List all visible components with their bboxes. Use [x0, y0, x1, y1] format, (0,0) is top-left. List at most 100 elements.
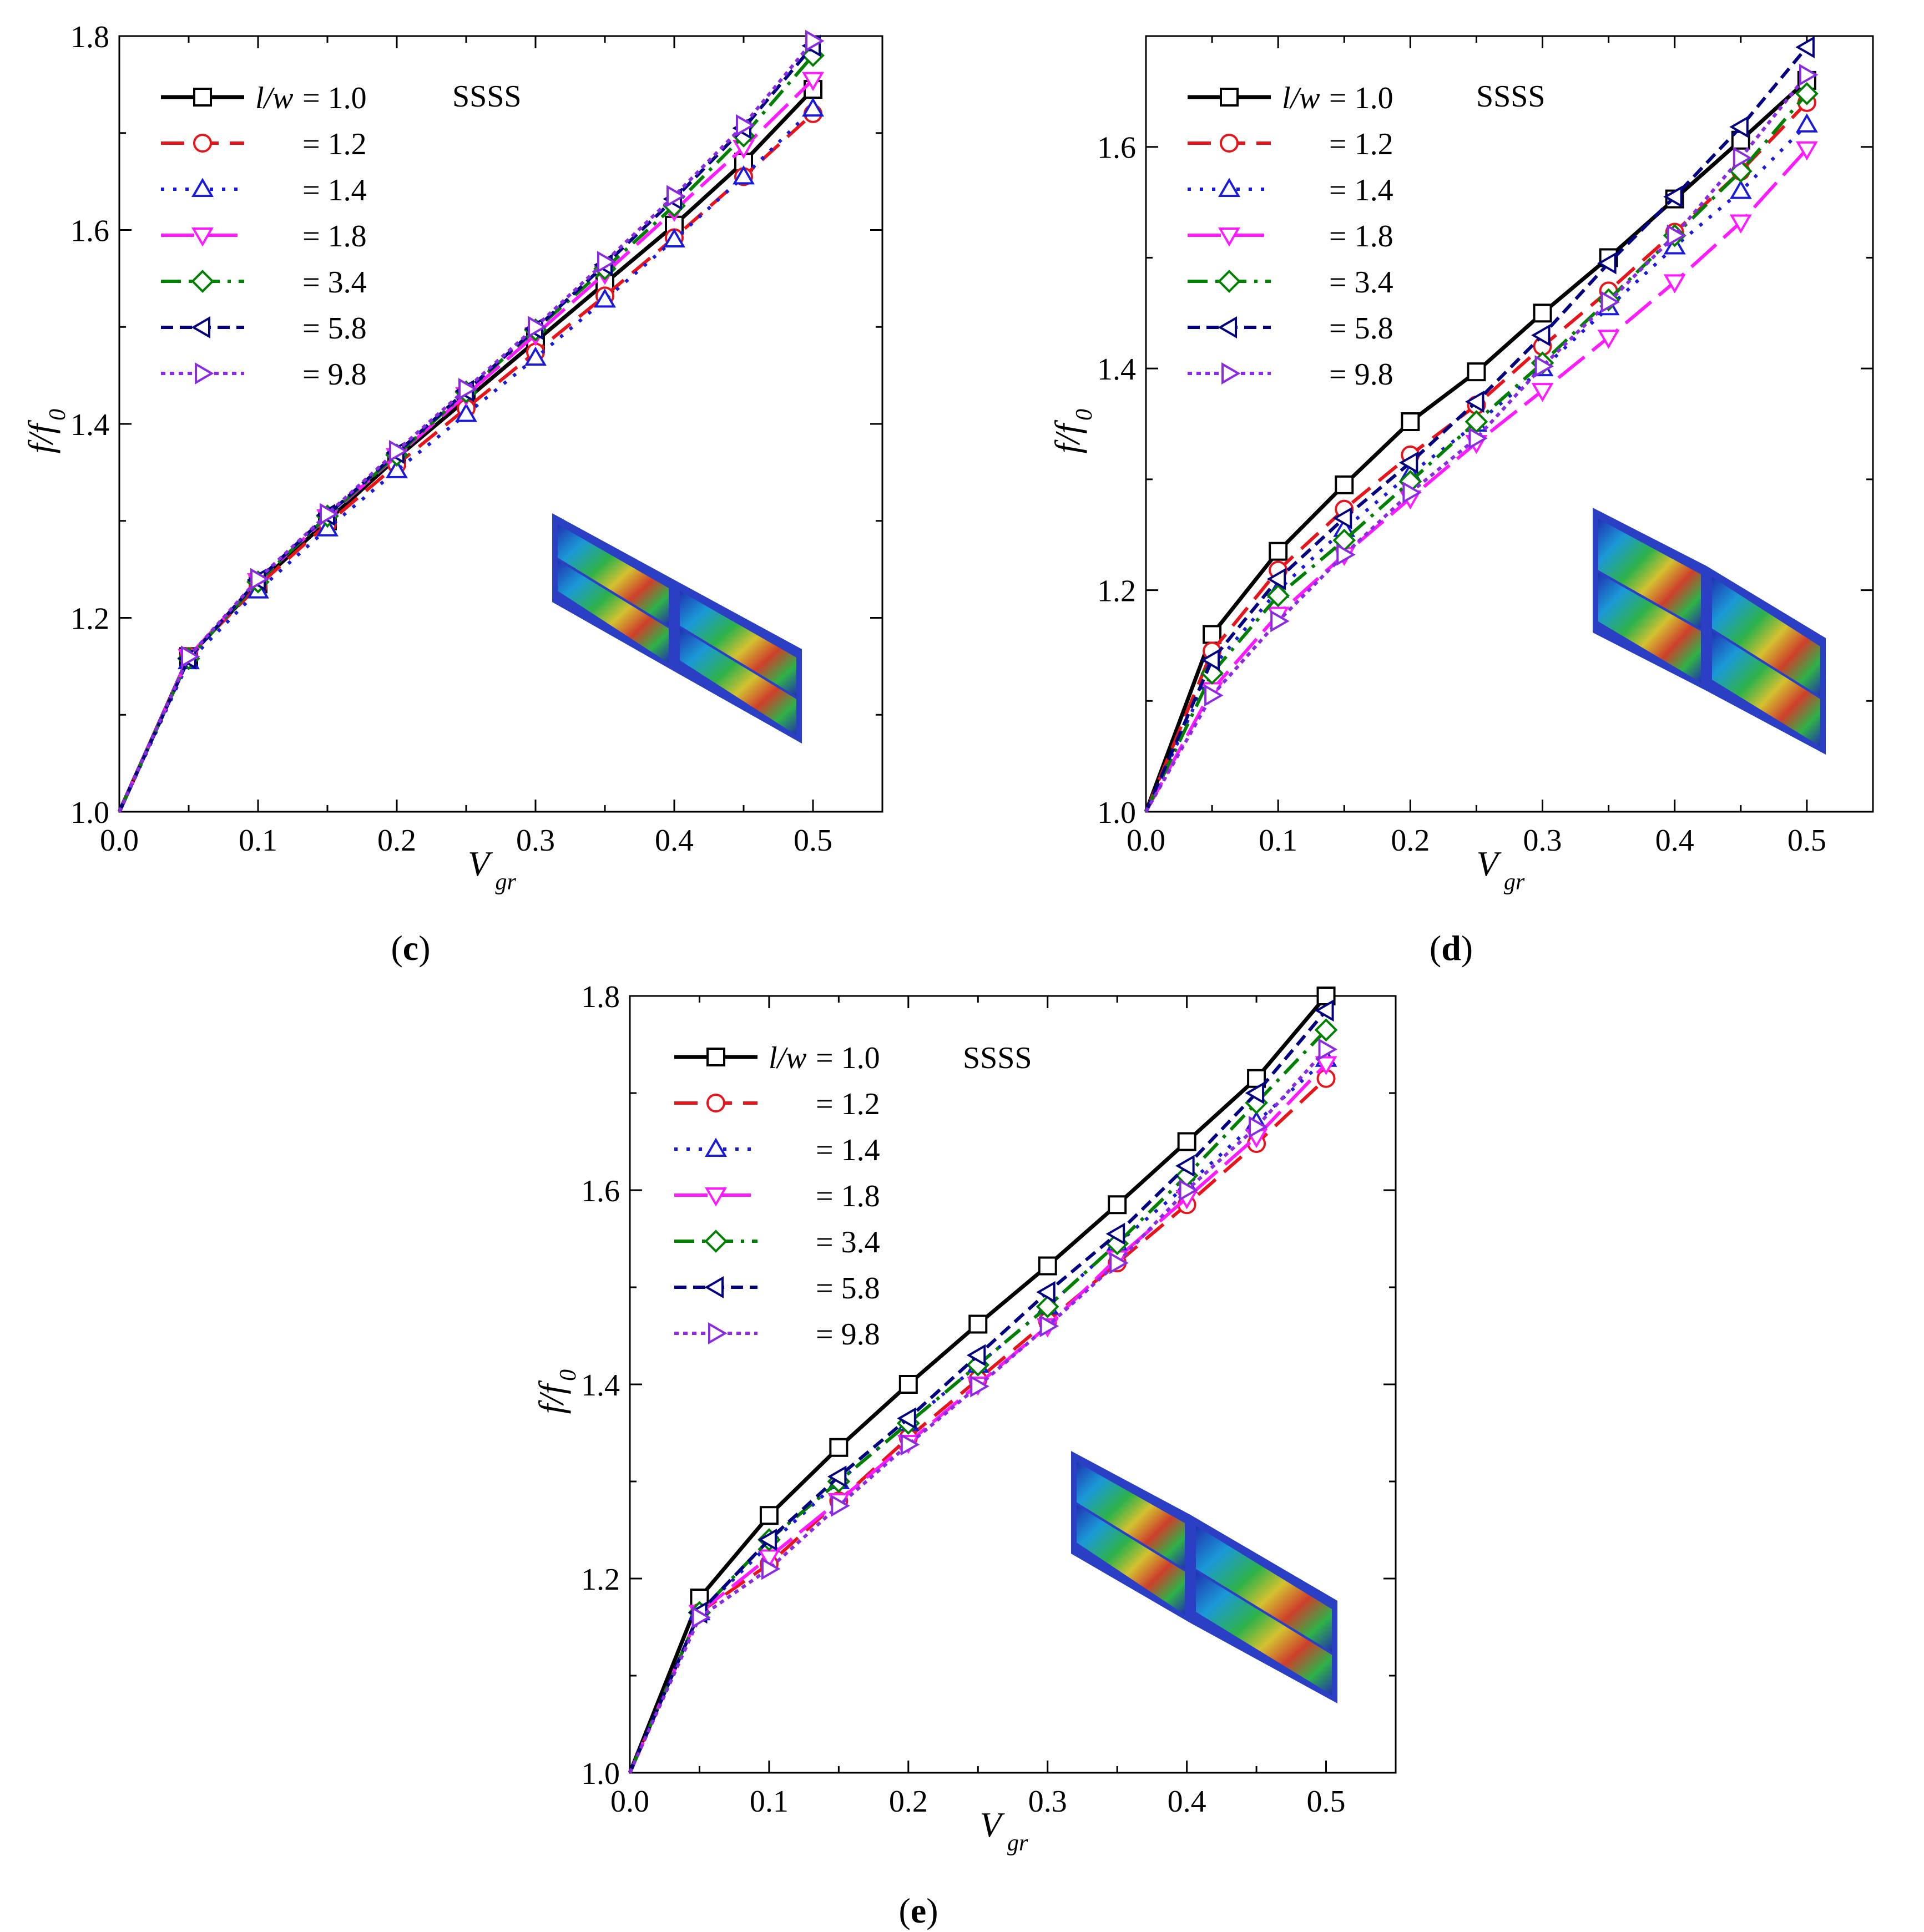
y-tick-label: 1.8: [70, 20, 109, 54]
legend-marker-4: [1218, 270, 1241, 293]
data-point: [1795, 36, 1815, 58]
legend-label-4: = 3.4: [302, 265, 367, 300]
data-point: [966, 1344, 986, 1367]
data-point: [759, 1506, 779, 1525]
panel-label: (e): [898, 1891, 938, 1930]
inset-lobe: [1598, 519, 1701, 629]
legend-marker-0: [706, 1048, 725, 1066]
data-point: [597, 251, 617, 274]
data-point: [831, 1494, 850, 1517]
data-point: [1108, 1195, 1127, 1215]
legend-label-5: = 5.8: [302, 311, 367, 346]
data-point: [1266, 584, 1290, 608]
x-tick-label: 0.4: [1168, 1784, 1206, 1819]
data-point: [528, 316, 547, 338]
series-line-6: [1144, 74, 1809, 813]
y-tick-label: 1.0: [1097, 796, 1136, 830]
data-point: [181, 645, 200, 668]
legend-label-4: = 3.4: [1329, 265, 1393, 300]
data-point: [1398, 451, 1418, 474]
data-point: [666, 185, 686, 208]
legend-marker-5: [1218, 316, 1237, 338]
legend-marker-3: [1218, 227, 1240, 247]
y-tick-label: 1.4: [1097, 352, 1136, 387]
y-axis-label: f/f: [1048, 419, 1087, 454]
panel-label-letter: c: [403, 928, 418, 968]
legend-marker-4: [704, 1230, 728, 1253]
data-point: [1729, 214, 1752, 234]
plot-frame: [1145, 35, 1874, 813]
x-tick-label: 0.0: [610, 1784, 649, 1819]
data-point: [1667, 224, 1686, 247]
inset-lobe: [558, 560, 669, 663]
legend-marker-2: [1218, 178, 1240, 197]
data-point: [524, 346, 547, 366]
x-tick-label: 0.4: [655, 823, 694, 858]
y-axis-label: f/f: [532, 1380, 571, 1414]
data-point: [1315, 1056, 1337, 1075]
x-tick-label: 0.1: [750, 1784, 789, 1819]
legend-label-3: = 1.8: [816, 1179, 880, 1213]
inset-lobe: [680, 591, 796, 696]
panel-label-close: ): [418, 928, 430, 968]
chart-panel-d: 0.0 0.1 0.2 0.3 0.4 0.5 1.0 1.2 1.4 1.6 V gr f/f0 l/w…: [1048, 35, 1874, 968]
x-tick-label: 0.2: [377, 823, 416, 858]
legend-marker-1: [1220, 134, 1239, 153]
data-point: [761, 1557, 781, 1580]
y-axis-label-subscript: 0: [45, 409, 70, 421]
y-tick-label: 1.4: [581, 1368, 620, 1403]
legend-marker-4: [191, 270, 214, 293]
mode-shape-inset: [1071, 1451, 1337, 1703]
data-point: [1795, 113, 1818, 133]
legend-label-1: = 1.2: [302, 127, 367, 161]
panel-label-open: (: [898, 1891, 910, 1930]
y-tick-label: 1.6: [70, 214, 109, 249]
data-point: [1200, 649, 1220, 671]
boundary-condition-annotation: SSSS: [452, 79, 522, 114]
x-axis-label: V: [468, 844, 493, 883]
data-point: [1270, 610, 1290, 633]
x-axis-label-subscript: gr: [496, 869, 517, 895]
data-point: [970, 1375, 989, 1398]
data-point: [1533, 304, 1552, 323]
data-point: [1531, 324, 1551, 347]
inset-lobe: [1077, 1462, 1185, 1569]
data-point: [386, 459, 408, 478]
data-point: [802, 72, 824, 92]
legend-label-1: = 1.2: [1329, 127, 1393, 161]
data-point: [1729, 180, 1752, 199]
x-tick-label: 0.4: [1655, 823, 1694, 858]
boundary-condition-annotation: SSSS: [1476, 79, 1546, 114]
x-axis-label: V: [1476, 844, 1502, 883]
data-point: [1105, 1222, 1125, 1245]
panel-label-close: ): [1461, 928, 1473, 968]
chart-panel-e: 0.0 0.1 0.2 0.3 0.4 0.5 1.0 1.2 1.4 1.6 1.8 V gr f/f0…: [532, 980, 1397, 1930]
x-tick-label: 0.0: [1127, 823, 1165, 858]
legend-label-0: = 1.0: [302, 81, 367, 115]
y-axis-label-subscript: 0: [1072, 409, 1097, 421]
legend-label-lw: l/w: [1282, 81, 1320, 115]
data-point: [1467, 362, 1486, 382]
x-tick-label: 0.3: [1523, 823, 1562, 858]
data-point: [1266, 568, 1286, 590]
legend-label-5: = 5.8: [1329, 311, 1393, 346]
legend-marker-2: [705, 1137, 727, 1157]
y-tick-label: 1.8: [581, 980, 620, 1014]
data-point: [1597, 252, 1617, 275]
data-point: [1245, 1082, 1265, 1104]
x-tick-label: 0.5: [1787, 823, 1826, 858]
x-tick-label: 0.5: [1307, 1784, 1346, 1819]
data-point: [1799, 63, 1819, 86]
data-point: [897, 1407, 916, 1430]
x-axis-label-subscript: gr: [1504, 869, 1525, 895]
data-point: [1465, 391, 1484, 413]
legend-marker-5: [191, 316, 210, 338]
y-axis-label-subscript: 0: [556, 1369, 581, 1381]
legend-marker-6: [1221, 362, 1241, 385]
data-point: [691, 1606, 711, 1628]
data-point: [1036, 1281, 1056, 1303]
legend-label-2: = 1.4: [816, 1133, 880, 1167]
data-point: [1663, 274, 1686, 294]
data-point: [1179, 1179, 1199, 1201]
charts-root: 0.0 0.1 0.2 0.3 0.4 0.51.01.21.41.61.8V grf/f0…: [21, 20, 1874, 1930]
